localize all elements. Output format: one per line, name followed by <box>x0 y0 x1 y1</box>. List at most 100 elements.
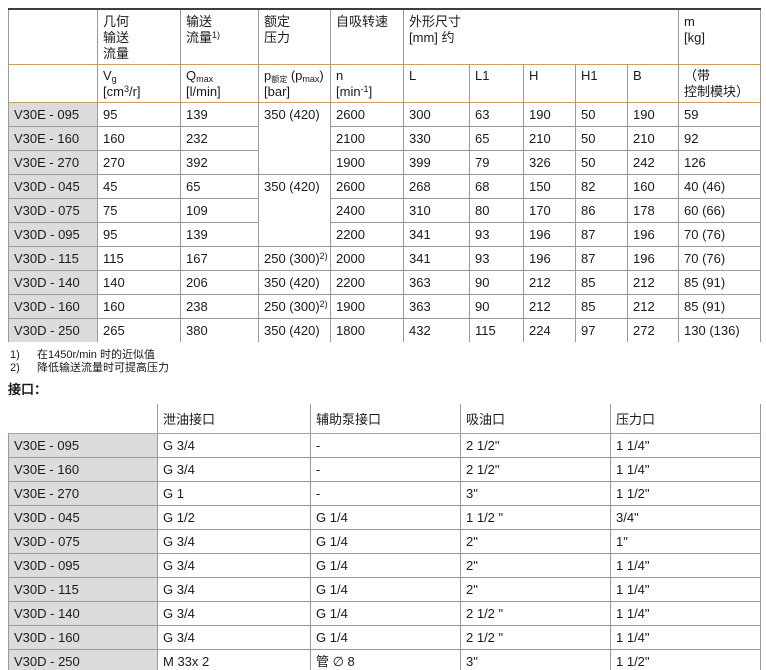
pressure-port-cell: 1 1/4" <box>610 600 761 625</box>
vg-cell: 265 <box>97 318 181 342</box>
mass-cell: 70 (76) <box>678 246 762 271</box>
dim-h-cell: 326 <box>523 150 576 175</box>
dim-b-cell: 196 <box>626 246 680 271</box>
dim-l-cell: 300 <box>403 102 470 127</box>
aux-pump-port-cell: G 1/4 <box>310 528 461 553</box>
suction-port-cell: 2 1/2" <box>460 433 611 457</box>
dim-h-cell: 196 <box>523 246 576 271</box>
port-row: V30E - 270 G 1-3" 1 1/2" <box>8 480 761 505</box>
port-header-suction: 吸油口 <box>460 404 611 434</box>
drain-port-cell: G 3/4 <box>157 433 311 457</box>
qmax-cell: 167 <box>180 246 259 271</box>
port-row: V30D - 115 G 3/4 G 1/4 2" 1 1/4" <box>8 576 761 601</box>
dim-l-cell: 432 <box>403 318 470 342</box>
dim-h-cell: 212 <box>523 270 576 295</box>
header-blank-cell <box>8 404 158 434</box>
header-text: 流量 <box>103 46 130 61</box>
aux-pump-port-cell: - <box>310 433 461 457</box>
dim-h-cell: 212 <box>523 294 576 319</box>
spec-row: V30E - 095 95 139 350 (420) 2600 300 63 190 50 19… <box>8 102 762 175</box>
header-text: 几何 <box>103 14 130 29</box>
aux-pump-port-cell: G 1/4 <box>310 600 461 625</box>
model-cell: V30D - 095 <box>8 552 158 577</box>
dim-l-cell: 268 <box>403 174 470 199</box>
vg-cell: 160 <box>97 294 181 319</box>
port-row: V30D - 160 G 3/4 G 1/4 2 1/2 " 1 1/4" <box>8 624 761 649</box>
mass-cell: 130 (136) <box>678 318 762 342</box>
dim-b-cell: 212 <box>626 270 680 295</box>
header-text: n <box>336 68 344 83</box>
dim-b-cell: 242 <box>626 150 680 175</box>
model-cell: V30D - 250 <box>8 648 158 670</box>
pressure-cell: 250 (300)2) <box>258 246 331 271</box>
header-vg-unit: Vg [cm3/r] <box>97 64 181 103</box>
spec-row: V30D - 095 95 139 2200 341 93 196 87 196 70 (76) <box>8 222 762 247</box>
mass-cell: 85 (91) <box>678 294 762 319</box>
header-dim-l: L <box>403 64 470 103</box>
speed-cell: 2000 <box>330 246 404 271</box>
footnote-ref-2: 2) <box>319 251 328 261</box>
header-text: 外形尺寸 <box>409 14 462 29</box>
dim-b-cell: 190 <box>626 102 680 127</box>
header-text: 流量1) <box>186 30 221 45</box>
dim-l1-cell: 79 <box>469 150 524 175</box>
model-cell: V30E - 270 <box>8 150 98 175</box>
qmax-cell: 232 <box>180 126 259 151</box>
speed-cell: 2400 <box>330 198 404 223</box>
dim-l-cell: 363 <box>403 270 470 295</box>
dim-h-cell: 196 <box>523 222 576 247</box>
aux-pump-port-cell: - <box>310 456 461 481</box>
drain-port-cell: G 3/4 <box>157 552 311 577</box>
port-row: V30D - 075 G 3/4 G 1/4 2" 1" <box>8 528 761 553</box>
spec-row: V30D - 250 265 380 350 (420) 1800 432 115 224 97… <box>8 318 762 342</box>
drain-port-cell: M 33x 2 <box>157 648 311 670</box>
header-text: 压力 <box>264 30 291 45</box>
dim-l1-cell: 115 <box>469 318 524 342</box>
dim-l1-cell: 90 <box>469 270 524 295</box>
speed-cell: 1900 <box>330 294 404 319</box>
pressure-port-cell: 1 1/4" <box>610 456 761 481</box>
header-qmax-unit: Qmax [l/min] <box>180 64 259 103</box>
vg-cell: 75 <box>97 198 181 223</box>
vg-cell: 95 <box>97 222 181 247</box>
suction-port-cell: 2" <box>460 576 611 601</box>
dim-l-cell: 363 <box>403 294 470 319</box>
header-speed-unit: n [min-1] <box>330 64 404 103</box>
dim-b-cell: 160 <box>626 174 680 199</box>
qmax-cell: 238 <box>180 294 259 319</box>
header-text: [min-1] <box>336 84 373 99</box>
footnote-text: 在1450r/min 时的近似值 <box>37 349 155 361</box>
dim-h1-cell: 50 <box>575 150 628 175</box>
header-self-priming-speed: 自吸转速 <box>330 9 404 65</box>
pressure-cell: 250 (300)2) <box>258 294 331 319</box>
model-cell: V30D - 115 <box>8 576 158 601</box>
header-text: m <box>684 14 695 29</box>
pressure-cell: 350 (420) <box>258 318 331 342</box>
port-table: 泄油接口 辅助泵接口 吸油口 压力口 V30E - 095 G 3/4-2 1/2… <box>8 404 761 670</box>
spec-row: V30D - 140 140 206 350 (420) 2200 363 90 212 85 2… <box>8 270 762 295</box>
dim-h1-cell: 50 <box>575 102 628 127</box>
port-header-aux-pump: 辅助泵接口 <box>310 404 461 434</box>
header-dim-l1: L1 <box>469 64 524 103</box>
header-text: 输送 <box>186 14 213 29</box>
pressure-port-cell: 1 1/2" <box>610 480 761 505</box>
header-text: 控制模块） <box>684 84 750 99</box>
header-dim-b: B <box>626 64 680 103</box>
dim-h1-cell: 86 <box>575 198 628 223</box>
speed-cell: 2100 <box>330 126 404 151</box>
header-text: p额定 (pmax) <box>264 68 324 84</box>
dim-b-cell: 210 <box>626 126 680 151</box>
footnote-ref-2: 2) <box>319 299 328 309</box>
dim-h1-cell: 87 <box>575 246 628 271</box>
dim-l-cell: 310 <box>403 198 470 223</box>
port-header-row: 泄油接口 辅助泵接口 吸油口 压力口 <box>8 404 761 434</box>
model-cell: V30D - 095 <box>8 222 98 247</box>
drain-port-cell: G 3/4 <box>157 456 311 481</box>
dim-b-cell: 212 <box>626 294 680 319</box>
dim-l-cell: 341 <box>403 222 470 247</box>
footnote-marker: 1) <box>10 349 20 361</box>
header-mass-note: （带 控制模块） <box>678 64 762 103</box>
spec-row: V30E - 160 160 232 2100 330 65 210 50 210 92 <box>8 126 762 151</box>
spec-row: V30D - 045 45 65 350 (420) 2600 268 68 150 82 160… <box>8 174 762 247</box>
